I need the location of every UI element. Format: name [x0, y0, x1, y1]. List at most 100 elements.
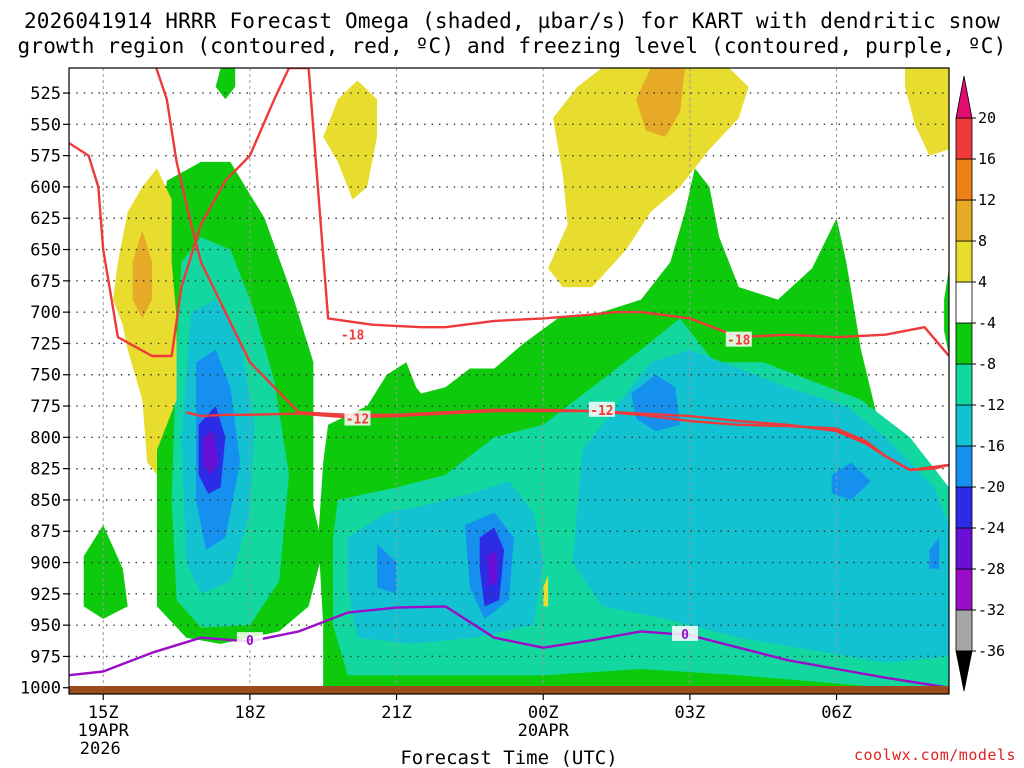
dgz-contour-2 — [185, 409, 949, 472]
y-tick-label-525: 525 — [30, 84, 61, 104]
y-tick-label-550: 550 — [30, 115, 61, 135]
colorbar-label--20: -20 — [978, 478, 1005, 496]
y-tick-label-850: 850 — [30, 491, 61, 511]
x-tick-year-15Z: 2026 — [80, 739, 121, 759]
y-tick-label-900: 900 — [30, 554, 61, 574]
omega-region-27 — [636, 68, 685, 137]
colorbar-segment--28-to--24 — [955, 527, 973, 570]
x-tick-label-15Z: 15Z — [88, 703, 119, 723]
colorbar-label--24: -24 — [978, 519, 1005, 537]
colorbar-label-4: 4 — [978, 273, 987, 291]
y-tick-label-725: 725 — [30, 334, 61, 354]
y-tick-label-875: 875 — [30, 522, 61, 542]
colorbar-segment--16-to--12 — [955, 404, 973, 447]
contour-label-bg-1 — [344, 410, 371, 426]
x-tick-label-18Z: 18Z — [235, 703, 266, 723]
plot-frame — [68, 67, 950, 695]
y-tick-label-650: 650 — [30, 241, 61, 261]
y-tick-label-675: 675 — [30, 272, 61, 292]
y-tick-label-600: 600 — [30, 178, 61, 198]
ground-surface-band — [69, 686, 949, 694]
y-tick-label-1000: 1000 — [20, 679, 61, 699]
colorbar-label--12: -12 — [978, 396, 1005, 414]
omega-region-24 — [905, 68, 949, 156]
colorbar-segment-8-to-12 — [955, 199, 973, 242]
colorbar-segment--20-to--16 — [955, 445, 973, 488]
contour-label-bg-2 — [588, 401, 615, 417]
omega-region-23 — [548, 68, 749, 288]
x-tick-label-00Z: 00Z — [528, 703, 559, 723]
x-tick-label-21Z: 21Z — [381, 703, 412, 723]
colorbar-segment-12-to-16 — [955, 158, 973, 201]
colorbar-segment-4-to-8 — [955, 240, 973, 283]
y-tick-label-750: 750 — [30, 366, 61, 386]
y-tick-label-925: 925 — [30, 585, 61, 605]
omega-region-13 — [631, 374, 681, 432]
contour-label-3: -18 — [727, 334, 751, 349]
colorbar-segment--12-to--8 — [955, 363, 973, 406]
x-tick-date-00Z: 20APR — [518, 721, 570, 741]
contour-label-0: -18 — [341, 329, 365, 344]
contour-label-4: 0 — [246, 634, 254, 649]
y-tick-label-700: 700 — [30, 303, 61, 323]
chart-title-line-2: growth region (contoured, red, ºC) and f… — [18, 34, 1007, 58]
contour-label-bg-0 — [339, 326, 366, 342]
colorbar-label--8: -8 — [978, 355, 996, 373]
colorbar-segment--36-to--32 — [955, 609, 973, 652]
x-tick-date-15Z: 19APR — [78, 721, 130, 741]
freezing-level-contour-0 — [69, 605, 946, 686]
colorbar-label-12: 12 — [978, 191, 996, 209]
x-tick-label-06Z: 06Z — [821, 703, 852, 723]
colorbar-label-16: 16 — [978, 150, 996, 168]
omega-region-15 — [929, 537, 940, 569]
y-tick-label-625: 625 — [30, 209, 61, 229]
colorbar: 20 16 12 8 4 -4 -8 -12 -16 -20 -24 -28 -32 -36 — [955, 75, 1005, 692]
colorbar-segment--4-to-4 — [955, 281, 973, 324]
colorbar-segment--24-to--20 — [955, 486, 973, 529]
colorbar-segment--32-to--28 — [955, 568, 973, 611]
y-tick-label-975: 975 — [30, 647, 61, 667]
colorbar-label--32: -32 — [978, 601, 1005, 619]
y-tick-label-775: 775 — [30, 397, 61, 417]
x-axis-label: Forecast Time (UTC) — [400, 747, 617, 768]
colorbar-segment-16-to-20 — [955, 117, 973, 160]
colorbar-label-20: 20 — [978, 109, 996, 127]
omega-region-26 — [132, 230, 153, 319]
y-axis: 525 550 575 600 625 650 675 700 725 750 775 800 825 8… — [20, 84, 69, 699]
grid-layer — [69, 68, 949, 686]
contour-layer: -18 -12 -12 -18 0 0 — [69, 68, 949, 686]
colorbar-label--36: -36 — [978, 642, 1005, 660]
contour-label-2: -12 — [590, 404, 613, 419]
colorbar-label-8: 8 — [978, 232, 987, 250]
contour-label-bg-3 — [725, 331, 752, 347]
omega-region-19 — [487, 550, 497, 588]
omega-region-21 — [113, 168, 177, 475]
omega-region-20 — [215, 68, 236, 100]
colorbar-label--16: -16 — [978, 437, 1005, 455]
y-tick-label-825: 825 — [30, 460, 61, 480]
contour-label-bg-5 — [672, 625, 698, 641]
y-tick-label-800: 800 — [30, 428, 61, 448]
omega-region-25 — [543, 575, 549, 607]
contour-label-bg-4 — [236, 632, 263, 648]
contour-label-1: -12 — [346, 413, 369, 428]
colorbar-high-end-triangle — [955, 75, 973, 119]
chart-title-line-1: 2026041914 HRRR Forecast Omega (shaded, … — [24, 9, 1000, 33]
colorbar-label--4: -4 — [978, 314, 996, 332]
omega-region-22 — [323, 80, 377, 200]
omega-region-14 — [831, 462, 871, 500]
x-tick-label-03Z: 03Z — [675, 703, 706, 723]
colorbar-label--28: -28 — [978, 560, 1005, 578]
omega-region-3 — [944, 268, 949, 356]
credit-text[interactable]: coolwx.com/models — [854, 746, 1016, 764]
y-tick-label-950: 950 — [30, 616, 61, 636]
omega-region-11 — [377, 543, 397, 594]
omega-region-1 — [83, 525, 128, 619]
y-tick-label-575: 575 — [30, 147, 61, 167]
contour-label-5: 0 — [681, 628, 689, 643]
colorbar-segment--8-to--4 — [955, 322, 973, 365]
omega-region-18 — [203, 431, 219, 475]
colorbar-low-end-triangle — [955, 650, 973, 692]
